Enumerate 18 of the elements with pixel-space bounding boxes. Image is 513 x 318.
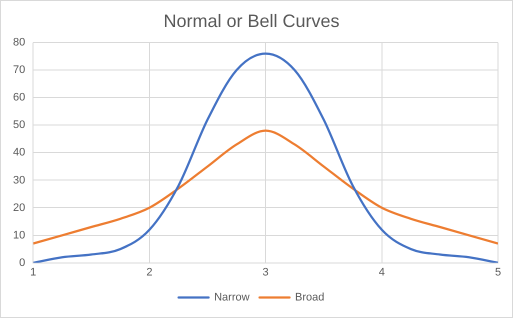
y-tick-label: 70: [12, 64, 26, 76]
line-series: [33, 130, 498, 245]
y-tick-label: 0: [19, 256, 26, 269]
y-tick-label: 50: [12, 119, 26, 132]
y-tick-label: 80: [12, 36, 26, 49]
legend-label: Broad: [295, 292, 324, 304]
y-tick-label: 10: [12, 229, 26, 242]
chart-title: Normal or Bell Curves: [163, 10, 340, 31]
x-tick-label: 2: [146, 266, 152, 278]
y-tick-label: 20: [12, 202, 26, 214]
x-tick-label: 4: [378, 266, 385, 278]
x-tick-label: 5: [494, 266, 502, 278]
x-tick-label: 3: [262, 266, 269, 278]
y-tick-label: 40: [12, 146, 26, 159]
legend-label: Narrow: [214, 292, 250, 304]
y-tick-label: 60: [12, 92, 26, 104]
x-tick-label: 1: [30, 266, 36, 278]
y-tick-label: 30: [12, 174, 26, 186]
